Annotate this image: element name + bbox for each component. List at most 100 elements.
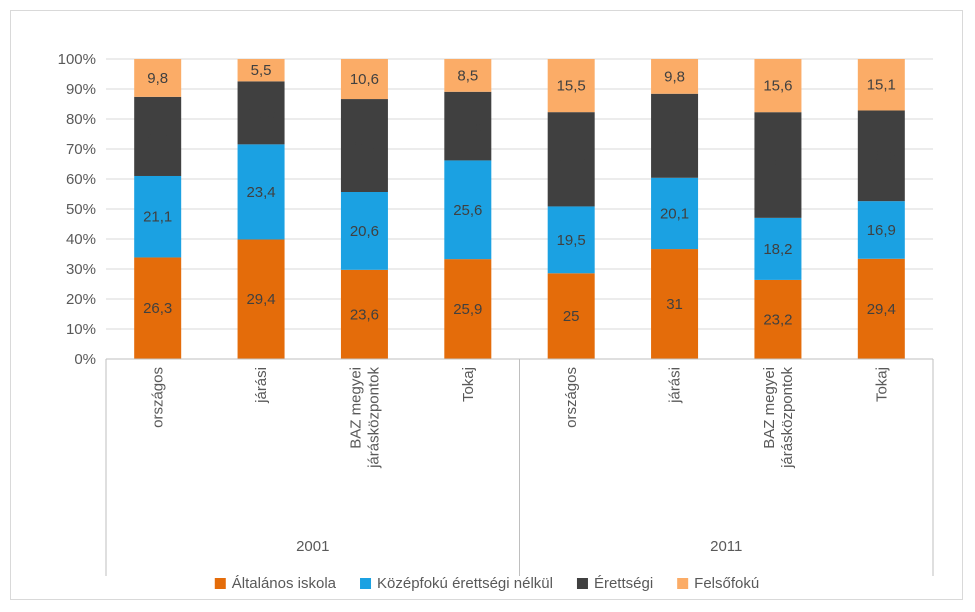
bar-segment[interactable] bbox=[237, 144, 285, 240]
bar-segment[interactable] bbox=[237, 239, 285, 359]
bar-segment[interactable] bbox=[754, 112, 802, 218]
bar-segment[interactable] bbox=[547, 206, 595, 274]
bar-segment[interactable] bbox=[444, 259, 492, 359]
category-label: járásközpontok bbox=[365, 367, 382, 469]
data-label: 23,4 bbox=[246, 184, 275, 201]
bar-segment[interactable] bbox=[340, 269, 388, 359]
legend-swatch bbox=[360, 578, 372, 589]
legend-label: Középfokú érettségi nélkül bbox=[377, 575, 553, 592]
y-tick-label: 80% bbox=[66, 111, 96, 128]
stacked-bar-chart: 26,3 21,1 20,5 9,8 29,4 23,4 15,5 5,5 23,6 20,6 24… bbox=[58, 51, 934, 592]
bar-segment[interactable] bbox=[547, 273, 595, 359]
bar-segment[interactable] bbox=[134, 59, 182, 97]
bar-segment[interactable] bbox=[651, 59, 699, 94]
bar-segment[interactable] bbox=[857, 59, 905, 111]
data-label: 17,8 bbox=[453, 118, 482, 135]
category-label: járási bbox=[667, 367, 684, 404]
y-tick-label: 100% bbox=[58, 51, 96, 68]
data-label: 25,6 bbox=[453, 202, 482, 219]
data-label: 9,8 bbox=[664, 68, 685, 85]
bar-segment[interactable] bbox=[134, 96, 182, 176]
data-label: 31 bbox=[770, 157, 787, 174]
data-label: 15,5 bbox=[557, 78, 586, 95]
y-tick-label: 10% bbox=[66, 321, 96, 338]
data-label: 20,5 bbox=[143, 128, 172, 145]
legend-item[interactable]: Érettségi bbox=[576, 575, 653, 592]
bar-segment[interactable] bbox=[754, 279, 802, 359]
category-label: járásközpontok bbox=[779, 367, 796, 469]
category-label: országos bbox=[563, 367, 580, 428]
data-label: 15,1 bbox=[867, 77, 896, 94]
bar-segment[interactable] bbox=[651, 93, 699, 178]
bars bbox=[134, 59, 905, 359]
data-label: 8,5 bbox=[457, 67, 478, 84]
y-tick-label: 50% bbox=[66, 201, 96, 218]
data-label: 31 bbox=[666, 296, 683, 313]
y-tick-label: 70% bbox=[66, 141, 96, 158]
legend-swatch bbox=[214, 578, 226, 589]
data-label: 16,9 bbox=[867, 222, 896, 239]
group-label: 2001 bbox=[296, 538, 329, 555]
bar-segment[interactable] bbox=[444, 59, 492, 92]
y-tick-label: 60% bbox=[66, 171, 96, 188]
legend[interactable]: Általános iskola Középfokú érettségi nélk… bbox=[214, 575, 759, 592]
bar-segment[interactable] bbox=[340, 99, 388, 192]
data-label: 20,1 bbox=[660, 205, 689, 222]
data-label: 23,2 bbox=[763, 311, 792, 328]
data-label: 19,5 bbox=[557, 232, 586, 249]
bar-segment[interactable] bbox=[651, 177, 699, 250]
category-label: Tokaj bbox=[873, 367, 890, 402]
bar-segment[interactable] bbox=[754, 59, 802, 113]
bar-segment[interactable] bbox=[857, 201, 905, 259]
bar-segment[interactable] bbox=[547, 59, 595, 113]
bar-segment[interactable] bbox=[547, 112, 595, 207]
bar-segment[interactable] bbox=[237, 81, 285, 145]
bar-segment[interactable] bbox=[444, 160, 492, 260]
data-label: 18,2 bbox=[763, 241, 792, 258]
y-tick-label: 30% bbox=[66, 261, 96, 278]
data-label: 23,7 bbox=[660, 128, 689, 145]
legend-label: Érettségi bbox=[594, 575, 653, 592]
data-label: 25,9 bbox=[453, 301, 482, 318]
legend-item[interactable]: Középfokú érettségi nélkül bbox=[360, 575, 553, 592]
data-label: 25 bbox=[563, 308, 580, 325]
y-tick-label: 20% bbox=[66, 291, 96, 308]
data-label: 27,5 bbox=[557, 151, 586, 168]
y-tick-label: 0% bbox=[74, 351, 96, 368]
y-tick-label: 90% bbox=[66, 81, 96, 98]
category-label: BAZ megyei bbox=[761, 367, 778, 449]
bar-segment[interactable] bbox=[134, 175, 182, 258]
legend-swatch bbox=[576, 578, 588, 589]
category-label: BAZ megyei bbox=[347, 367, 364, 449]
data-label: 26,6 bbox=[867, 148, 896, 165]
legend-item[interactable]: Általános iskola bbox=[214, 575, 337, 592]
legend-label: Felsőfokú bbox=[694, 575, 759, 592]
data-label: 15,6 bbox=[763, 78, 792, 95]
bar-segment[interactable] bbox=[237, 59, 285, 82]
data-label: 10,6 bbox=[350, 71, 379, 88]
bar-segment[interactable] bbox=[340, 191, 388, 270]
y-tick-label: 40% bbox=[66, 231, 96, 248]
category-label: országos bbox=[150, 367, 167, 428]
category-label: járási bbox=[253, 367, 270, 404]
bar-segment[interactable] bbox=[444, 91, 492, 161]
bar-segment[interactable] bbox=[754, 217, 802, 280]
data-labels: 26,3 21,1 20,5 9,8 29,4 23,4 15,5 5,5 23,6 20,6 24… bbox=[143, 62, 896, 328]
data-label: 29,4 bbox=[246, 291, 275, 308]
data-label: 20,6 bbox=[350, 223, 379, 240]
legend-item[interactable]: Felsőfokú bbox=[677, 575, 759, 592]
category-label: Tokaj bbox=[460, 367, 477, 402]
bar-segment[interactable] bbox=[651, 249, 699, 359]
data-label: 9,8 bbox=[147, 70, 168, 87]
legend-swatch bbox=[677, 578, 689, 589]
axes: 0% 10% 20% 30% 40% 50% 60% 70% 80% 90% 100% országo… bbox=[58, 51, 934, 576]
bar-segment[interactable] bbox=[857, 110, 905, 202]
data-label: 23,6 bbox=[350, 306, 379, 323]
bar-segment[interactable] bbox=[340, 59, 388, 100]
bar-segment[interactable] bbox=[134, 257, 182, 359]
bar-segment[interactable] bbox=[857, 258, 905, 359]
chart-frame: 26,3 21,1 20,5 9,8 29,4 23,4 15,5 5,5 23,6 20,6 24… bbox=[10, 10, 963, 600]
data-label: 24,6 bbox=[350, 138, 379, 155]
data-label: 21,1 bbox=[143, 209, 172, 226]
gridlines bbox=[106, 58, 933, 360]
